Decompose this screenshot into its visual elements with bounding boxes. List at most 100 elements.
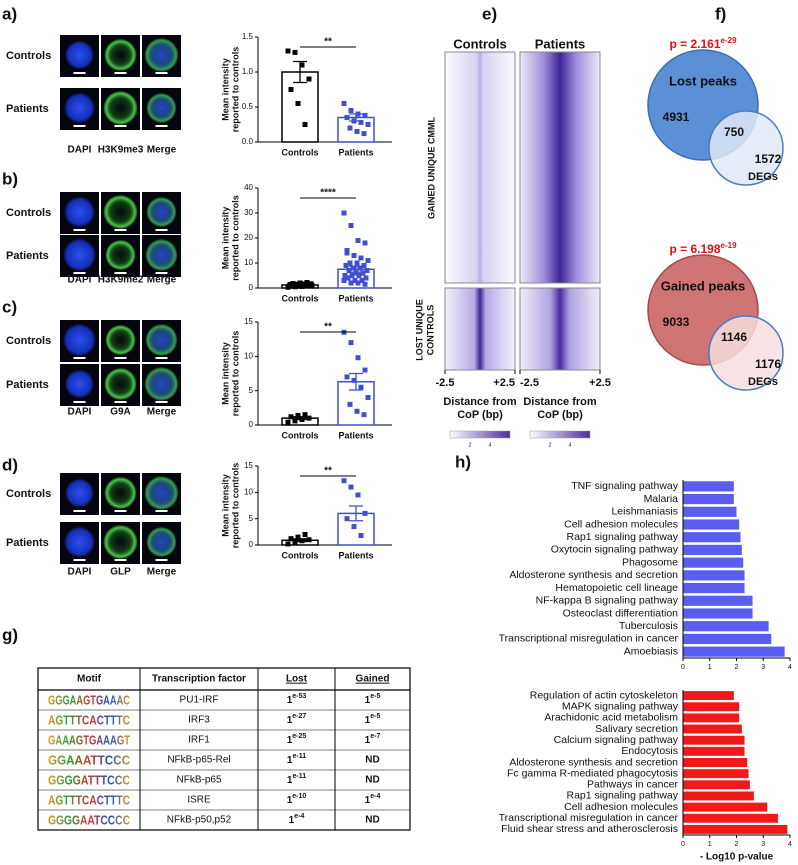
row-label: Patients: [6, 537, 49, 549]
data-point: [363, 275, 369, 281]
heatmap-block: [519, 51, 601, 284]
data-point: [347, 401, 353, 407]
data-point: [295, 101, 301, 106]
panel-label: e): [482, 4, 497, 23]
p-value-base: p = 2.161: [669, 37, 720, 51]
colorbar-tick-label: 2: [549, 442, 552, 448]
y-tick-label: 1.0: [242, 67, 254, 76]
data-point: [306, 415, 312, 421]
y-tick-label: 15: [244, 317, 253, 326]
channel-label: DAPI: [68, 407, 92, 418]
bar: [683, 724, 742, 734]
data-point: [345, 275, 351, 281]
bar: [683, 633, 772, 645]
data-point: [352, 278, 358, 283]
colorbar: [449, 430, 511, 439]
x-tick-label: 4: [788, 841, 792, 848]
category-label: Malaria: [644, 493, 679, 505]
x-tick-label: +2.5: [589, 377, 611, 389]
data-point: [299, 62, 305, 68]
channel-label: GLP: [110, 567, 131, 578]
data-point: [344, 115, 350, 120]
marker-signal: [105, 325, 136, 355]
data-point: [297, 280, 303, 286]
category-label: Rap1 signaling pathway: [567, 790, 679, 802]
x-tick-label: 0: [681, 841, 685, 848]
x-tick-label: 3: [761, 664, 765, 671]
error-bar: [349, 505, 363, 522]
table-frame: [37, 667, 411, 831]
category-label: Tuberculosis: [619, 620, 678, 632]
transcription-factor: NFkB-p65: [176, 775, 221, 786]
data-point: [308, 281, 314, 287]
lost-pvalue-base: 1: [287, 775, 293, 786]
row-label: Controls: [6, 207, 51, 219]
bar: [683, 532, 741, 543]
gained-pvalue: ND: [365, 815, 379, 826]
row-label: GAINED UNIQUE CMML: [426, 117, 436, 219]
panel-label: f): [715, 4, 726, 23]
data-point: [306, 76, 312, 82]
x-tick-label: 2: [735, 841, 739, 848]
data-point: [302, 531, 308, 537]
data-point: [361, 263, 367, 268]
marker-signal: [146, 197, 177, 227]
lost-pvalue: 1e-53: [287, 693, 307, 705]
p-value: p = 2.161e-29: [669, 36, 737, 52]
motif-logo: GGGAAGTGAAAC: [48, 692, 130, 707]
x-tick-label: 4: [788, 664, 792, 671]
marker-signal: [103, 525, 138, 559]
bar: [683, 519, 740, 530]
colorbar-tick-label: 4: [489, 442, 492, 448]
venn-set-label: Gained peaks: [661, 278, 746, 293]
marker-signal: [104, 368, 137, 400]
data-point: [347, 260, 353, 266]
p-value: p = 6.198e-19: [669, 241, 737, 257]
channel-label: DAPI: [68, 145, 92, 156]
marker-signal: [146, 93, 177, 123]
data-point: [354, 129, 360, 134]
gained-pvalue-exponent: e-4: [370, 793, 380, 800]
x-tick-label: 1: [708, 841, 712, 848]
x-tick-label: Patients: [338, 550, 373, 560]
category-label: Fluid shear stress and atherosclerosis: [501, 823, 678, 835]
data-point: [348, 223, 354, 228]
y-axis-label: reported to controls: [230, 463, 240, 549]
bar: [683, 570, 745, 581]
venn-degs: [708, 110, 784, 186]
y-tick-label: 0.0: [242, 137, 254, 146]
y-tick-label: 0.5: [242, 102, 254, 111]
data-point: [295, 412, 301, 418]
nucleus-dapi: [65, 41, 94, 69]
gained-pvalue: 1e-5: [365, 713, 381, 725]
row-label: Patients: [6, 379, 49, 391]
category-label: Hematopoietic cell lineage: [555, 582, 678, 594]
data-point: [355, 280, 361, 286]
x-tick-label: -2.5: [520, 377, 539, 389]
nucleus-dapi: [65, 370, 94, 398]
category-label: Transcriptional misregulation in cancer: [499, 633, 679, 645]
data-point: [341, 478, 347, 484]
nucleus-dapi: [64, 93, 95, 123]
nucleus-dapi: [65, 479, 94, 507]
bar: [683, 557, 744, 568]
data-point: [362, 112, 368, 118]
category-label: Aldosterone synthesis and secretion: [509, 756, 678, 768]
panel-label: b): [2, 169, 18, 188]
bar: [683, 544, 742, 556]
lost-pvalue-base: 1: [287, 715, 293, 726]
data-point: [344, 250, 350, 256]
bar: [683, 646, 785, 657]
data-point: [292, 418, 298, 424]
row-label: Controls: [6, 335, 51, 347]
data-point: [361, 131, 367, 137]
data-point: [355, 492, 361, 498]
nucleus-dapi: [64, 197, 95, 227]
channel-label: Merge: [147, 407, 177, 418]
data-point: [364, 268, 370, 273]
category-label: Phagosome: [622, 556, 678, 568]
category-label: Salivary secretion: [595, 723, 678, 735]
y-axis-label: reported to controls: [230, 195, 240, 281]
